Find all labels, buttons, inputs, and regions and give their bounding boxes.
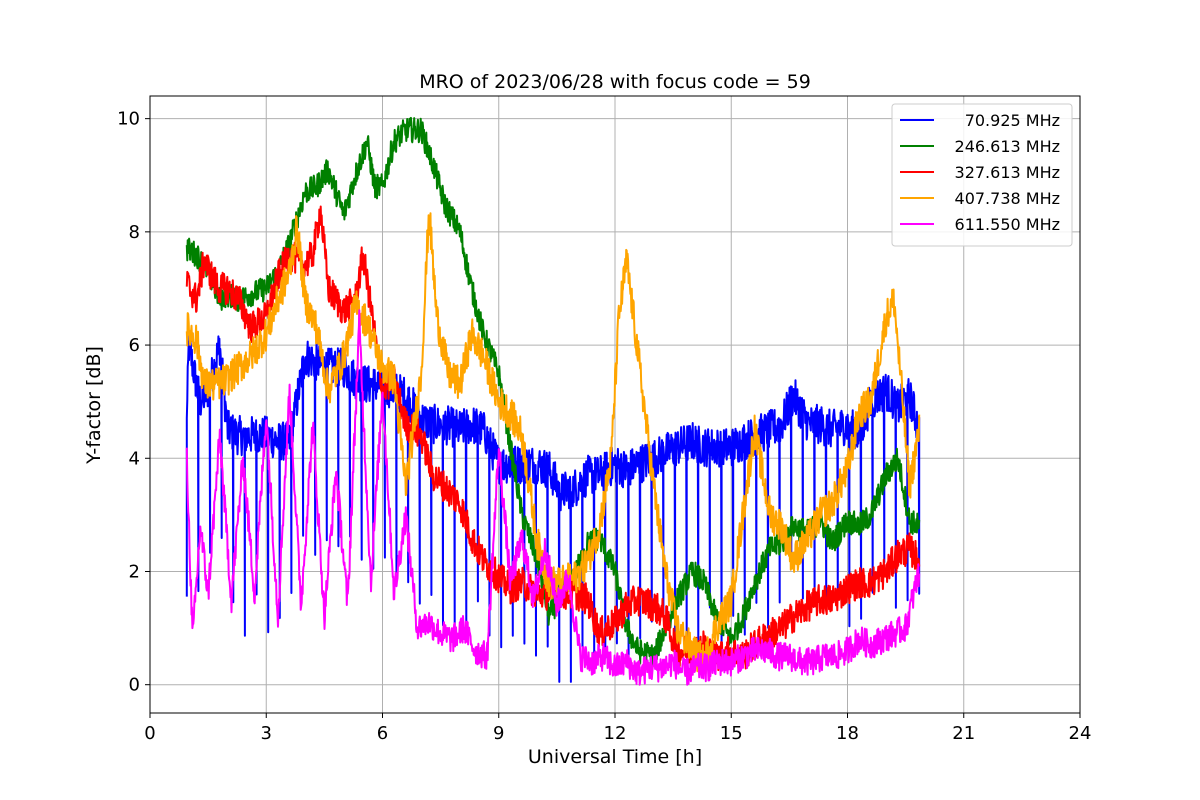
x-axis: 0 3 6 9 12 15 18 21 24 — [144, 713, 1091, 744]
legend-label: 327.613 MHz — [955, 163, 1060, 182]
y-tick-label: 0 — [129, 675, 140, 696]
y-tick-label: 2 — [129, 561, 140, 582]
x-tick-label: 3 — [261, 723, 272, 744]
legend-label: 70.925 MHz — [965, 111, 1060, 130]
y-axis: 0 2 4 6 8 10 — [117, 109, 150, 696]
series-line-1 — [185, 333, 921, 683]
y-tick-label: 4 — [129, 448, 140, 469]
x-tick-label: 24 — [1069, 723, 1092, 744]
x-tick-label: 0 — [144, 723, 155, 744]
y-axis-title: Y-factor [dB] — [83, 346, 105, 465]
y-tick-label: 10 — [117, 109, 140, 130]
x-tick-label: 9 — [493, 723, 504, 744]
x-tick-label: 21 — [952, 723, 975, 744]
y-tick-label: 8 — [129, 222, 140, 243]
x-tick-label: 6 — [377, 723, 388, 744]
y-tick-label: 6 — [129, 335, 140, 356]
series-layer — [185, 116, 921, 686]
x-axis-title: Universal Time [h] — [528, 746, 702, 768]
legend-box — [891, 103, 1073, 247]
legend-label: 246.613 MHz — [955, 137, 1060, 156]
series-line-2 — [185, 116, 921, 669]
series-line-5 — [185, 309, 921, 686]
chart-title: MRO of 2023/06/28 with focus code = 59 — [419, 71, 811, 93]
x-tick-label: 18 — [836, 723, 859, 744]
x-tick-label: 15 — [720, 723, 743, 744]
x-tick-label: 12 — [604, 723, 627, 744]
legend-label: 407.738 MHz — [955, 189, 1060, 208]
legend-label: 611.550 MHz — [955, 215, 1060, 234]
legend: 70.925 MHz 246.613 MHz 327.613 MHz 407.738 … — [891, 103, 1073, 247]
